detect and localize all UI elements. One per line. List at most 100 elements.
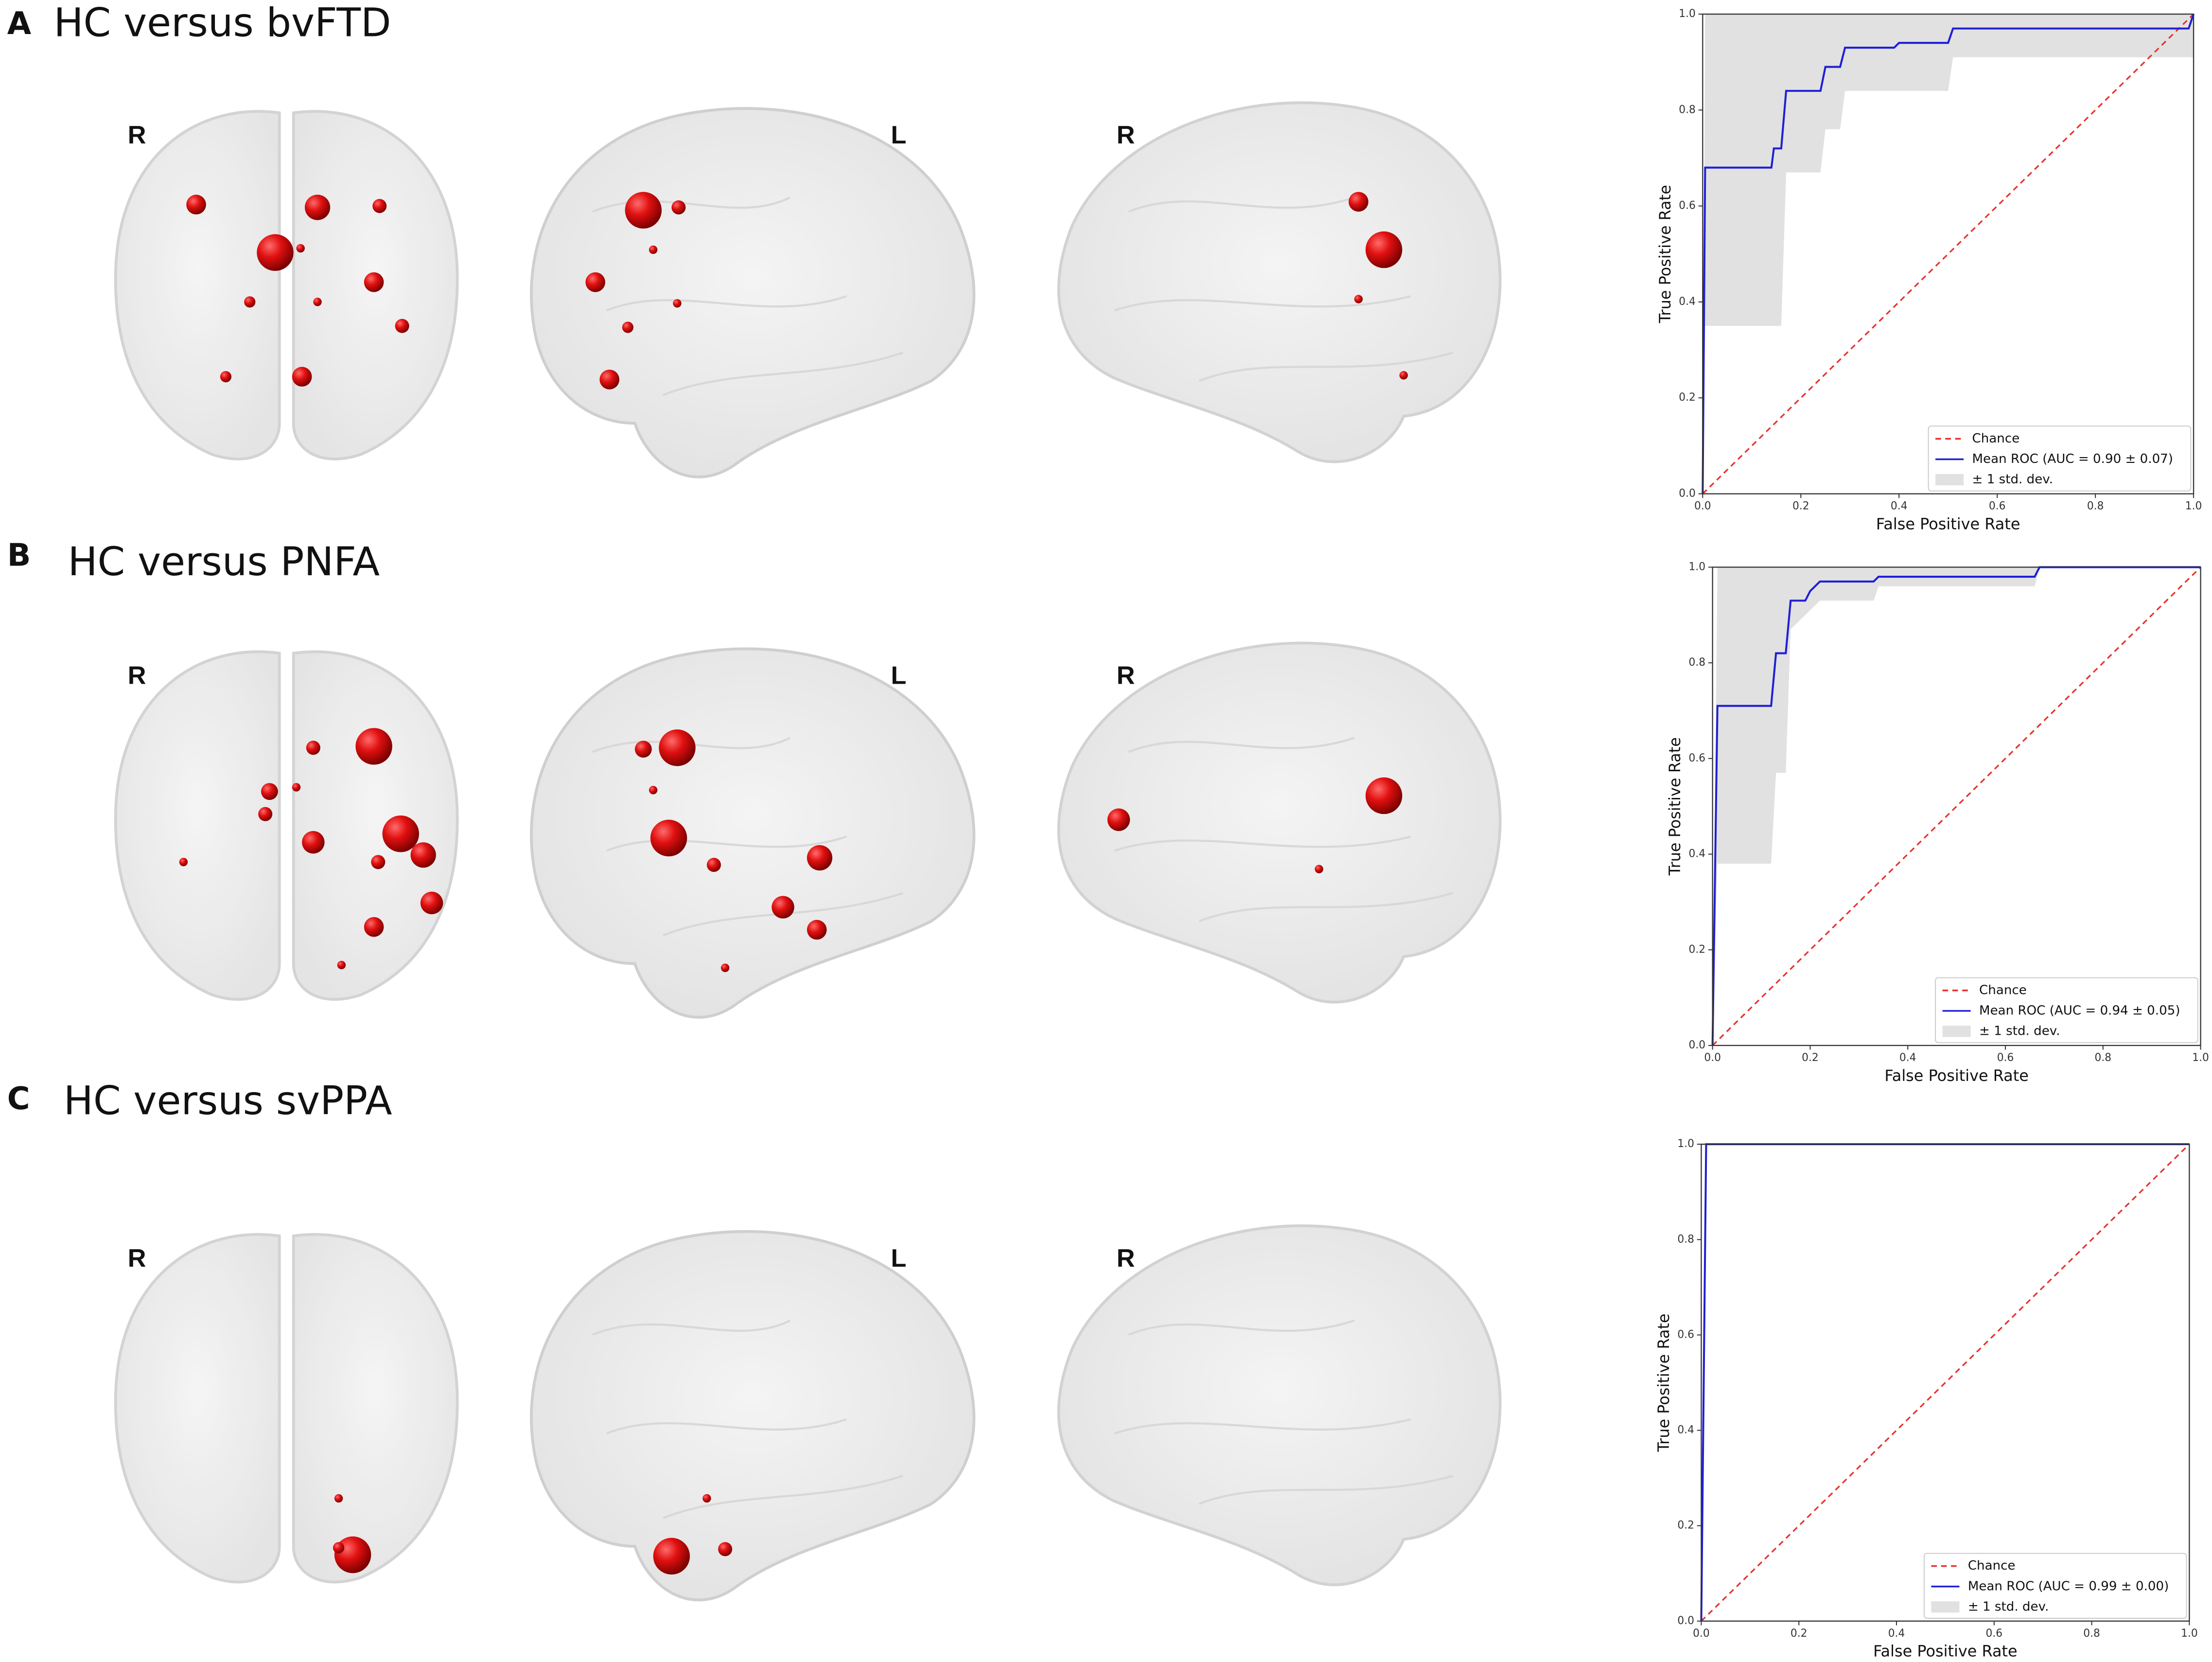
x-tick-label: 0.4 (1891, 500, 1908, 513)
view-label: R (1117, 662, 1135, 690)
node-sphere (718, 1542, 733, 1556)
x-tick-label: 0.4 (1888, 1627, 1905, 1640)
x-axis-label: False Positive Rate (1876, 514, 2020, 533)
chance-line (1712, 566, 2201, 1046)
roc-line (1711, 566, 2201, 1046)
legend-label: Chance (1979, 983, 2027, 997)
node-sphere (420, 891, 443, 915)
node-sphere (179, 858, 188, 866)
panel-letter: B (7, 538, 31, 574)
node-sphere (364, 272, 384, 292)
view-label: R (128, 121, 146, 149)
legend-label: Mean ROC (AUC = 0.90 ± 0.07) (1972, 452, 2173, 466)
panel-title: HC versus bvFTD (53, 0, 391, 46)
node-sphere (634, 741, 652, 758)
node-sphere (333, 1542, 345, 1554)
y-tick-label: 1.0 (1679, 8, 1696, 20)
plot-frame (1701, 1143, 2190, 1622)
gyrus (1128, 196, 1355, 213)
node-sphere (622, 321, 633, 333)
node-sphere (1354, 295, 1363, 303)
legend-swatch (1942, 1025, 1971, 1037)
node-sphere (355, 728, 392, 765)
node-sphere (1365, 231, 1403, 268)
node-sphere (364, 917, 384, 937)
legend-label: Chance (1972, 431, 2020, 446)
std-band (1703, 14, 2194, 494)
view-label: L (891, 662, 907, 690)
chance-line (1701, 1143, 2190, 1622)
node-sphere (1365, 777, 1403, 814)
y-tick-label: 0.6 (1689, 752, 1706, 764)
node-sphere (772, 896, 794, 919)
gyrus (1128, 1319, 1355, 1336)
y-tick-label: 0.0 (1689, 1039, 1706, 1051)
node-sphere (258, 807, 273, 821)
x-tick-label: 0.2 (1792, 500, 1809, 513)
gyrus (663, 1474, 903, 1520)
node-sphere (261, 783, 278, 800)
node-sphere (585, 272, 605, 292)
legend-swatch (1931, 1601, 1960, 1613)
brain-coronal (114, 110, 281, 460)
y-tick-label: 0.2 (1677, 1520, 1694, 1532)
x-tick-label: 0.2 (1802, 1052, 1819, 1064)
legend-box (1928, 425, 2192, 492)
y-axis-label: True Positive Rate (1654, 1313, 1673, 1452)
node-sphere (244, 296, 256, 308)
legend-box (1935, 977, 2198, 1043)
node-sphere (292, 367, 312, 387)
brain-lateral (1057, 641, 1502, 1004)
brain-sagittal (530, 1230, 976, 1602)
brain-coronal (292, 1233, 459, 1584)
y-tick-label: 0.2 (1689, 943, 1706, 955)
view-label: L (891, 1244, 907, 1273)
gyrus (1198, 1474, 1454, 1505)
legend-label: ± 1 std. dev. (1972, 472, 2053, 487)
gyrus (1198, 892, 1454, 922)
node-sphere (220, 371, 232, 383)
view-label: R (1117, 1244, 1135, 1273)
std-band (1712, 567, 2201, 1046)
node-sphere (292, 783, 301, 792)
gyrus (606, 835, 847, 852)
node-sphere (1315, 865, 1323, 874)
gyrus (606, 295, 847, 312)
x-tick-label: 0.8 (2087, 500, 2104, 513)
brain-coronal (292, 650, 459, 1001)
node-sphere (410, 842, 436, 868)
node-sphere (395, 318, 409, 333)
gyrus (1114, 835, 1411, 852)
node-sphere (1399, 371, 1408, 380)
y-tick-label: 0.2 (1679, 391, 1696, 404)
node-sphere (304, 194, 331, 220)
gyrus (1114, 295, 1411, 312)
panel-letter: C (7, 1081, 30, 1117)
node-sphere (625, 192, 662, 229)
node-sphere (337, 960, 346, 970)
y-axis-label: True Positive Rate (1666, 737, 1684, 876)
node-sphere (257, 234, 294, 271)
x-tick-label: 0.6 (1997, 1052, 2014, 1064)
legend-label: Mean ROC (AUC = 0.99 ± 0.00) (1968, 1579, 2169, 1593)
gyrus (592, 196, 791, 213)
node-sphere (302, 831, 325, 854)
node-sphere (671, 200, 686, 215)
view-label: R (128, 1244, 146, 1273)
x-tick-label: 1.0 (2181, 1627, 2198, 1640)
x-tick-label: 0.2 (1791, 1627, 1808, 1640)
node-sphere (371, 855, 386, 869)
node-sphere (653, 1538, 690, 1575)
node-sphere (649, 786, 658, 795)
y-tick-label: 1.0 (1689, 561, 1706, 573)
node-sphere (706, 858, 721, 872)
node-sphere (1107, 808, 1130, 831)
node-sphere (673, 299, 682, 308)
node-sphere (649, 245, 658, 254)
y-tick-label: 0.0 (1679, 488, 1696, 500)
node-sphere (306, 741, 320, 755)
gyrus (1128, 737, 1355, 753)
gyrus (1198, 352, 1454, 382)
